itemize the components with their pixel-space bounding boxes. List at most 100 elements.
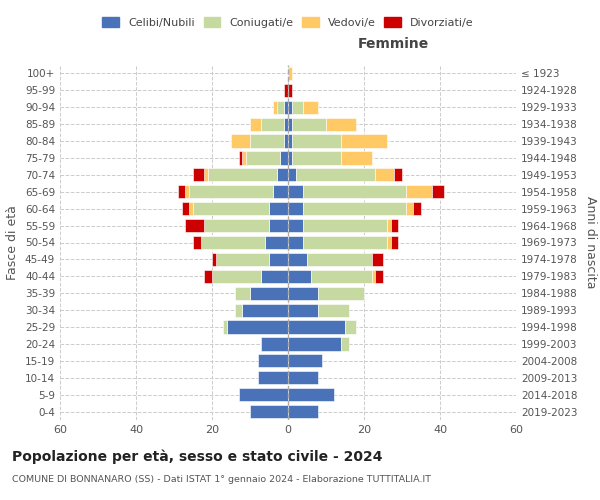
- Bar: [387, 219, 391, 232]
- Bar: [288, 219, 303, 232]
- Bar: [269, 219, 288, 232]
- Bar: [193, 202, 269, 215]
- Bar: [292, 118, 326, 131]
- Bar: [288, 134, 292, 147]
- Bar: [345, 320, 356, 334]
- Bar: [319, 304, 349, 316]
- Bar: [288, 202, 303, 215]
- Y-axis label: Fasce di età: Fasce di età: [7, 205, 19, 280]
- Bar: [413, 202, 421, 215]
- Bar: [246, 152, 280, 164]
- Bar: [205, 168, 208, 181]
- Bar: [341, 134, 387, 147]
- Bar: [391, 236, 398, 249]
- Bar: [242, 304, 288, 316]
- Bar: [231, 134, 250, 147]
- Bar: [277, 168, 288, 181]
- Bar: [227, 320, 288, 334]
- Bar: [433, 185, 444, 198]
- Bar: [288, 67, 292, 80]
- Bar: [273, 185, 288, 198]
- Bar: [185, 219, 205, 232]
- Bar: [284, 100, 288, 114]
- Bar: [288, 253, 307, 266]
- Bar: [212, 253, 216, 266]
- Bar: [288, 118, 292, 131]
- Bar: [387, 236, 391, 249]
- Bar: [269, 202, 288, 215]
- Bar: [262, 338, 288, 350]
- Bar: [205, 270, 212, 283]
- Bar: [292, 152, 341, 164]
- Bar: [303, 100, 319, 114]
- Bar: [391, 219, 398, 232]
- Bar: [406, 202, 413, 215]
- Bar: [250, 286, 288, 300]
- Bar: [284, 134, 288, 147]
- Bar: [288, 152, 292, 164]
- Bar: [265, 236, 288, 249]
- Bar: [288, 338, 341, 350]
- Legend: Celibi/Nubili, Coniugati/e, Vedovi/e, Divorziati/e: Celibi/Nubili, Coniugati/e, Vedovi/e, Di…: [99, 14, 477, 31]
- Bar: [250, 405, 288, 418]
- Bar: [205, 219, 269, 232]
- Bar: [235, 304, 242, 316]
- Bar: [292, 100, 303, 114]
- Bar: [288, 100, 292, 114]
- Y-axis label: Anni di nascita: Anni di nascita: [584, 196, 597, 289]
- Bar: [303, 236, 387, 249]
- Bar: [288, 84, 292, 97]
- Bar: [242, 152, 246, 164]
- Bar: [280, 152, 288, 164]
- Bar: [296, 168, 376, 181]
- Bar: [394, 168, 402, 181]
- Bar: [341, 152, 371, 164]
- Bar: [303, 219, 387, 232]
- Text: Femmine: Femmine: [357, 37, 428, 51]
- Bar: [185, 185, 189, 198]
- Bar: [235, 286, 250, 300]
- Bar: [239, 152, 242, 164]
- Bar: [284, 118, 288, 131]
- Bar: [212, 270, 262, 283]
- Bar: [284, 84, 288, 97]
- Bar: [311, 270, 371, 283]
- Bar: [269, 253, 288, 266]
- Bar: [288, 405, 319, 418]
- Bar: [178, 185, 185, 198]
- Bar: [189, 202, 193, 215]
- Bar: [223, 320, 227, 334]
- Bar: [193, 236, 200, 249]
- Bar: [208, 168, 277, 181]
- Bar: [307, 253, 371, 266]
- Bar: [262, 270, 288, 283]
- Bar: [371, 253, 383, 266]
- Bar: [250, 118, 262, 131]
- Bar: [200, 236, 265, 249]
- Bar: [189, 185, 273, 198]
- Bar: [406, 185, 433, 198]
- Bar: [376, 270, 383, 283]
- Bar: [257, 371, 288, 384]
- Bar: [182, 202, 189, 215]
- Bar: [341, 338, 349, 350]
- Bar: [376, 168, 394, 181]
- Bar: [288, 286, 319, 300]
- Bar: [216, 253, 269, 266]
- Bar: [288, 371, 319, 384]
- Bar: [303, 185, 406, 198]
- Bar: [239, 388, 288, 401]
- Bar: [303, 202, 406, 215]
- Bar: [371, 270, 376, 283]
- Bar: [193, 168, 205, 181]
- Bar: [288, 388, 334, 401]
- Bar: [273, 100, 277, 114]
- Bar: [319, 286, 364, 300]
- Text: COMUNE DI BONNANARO (SS) - Dati ISTAT 1° gennaio 2024 - Elaborazione TUTTITALIA.: COMUNE DI BONNANARO (SS) - Dati ISTAT 1°…: [12, 475, 431, 484]
- Bar: [326, 118, 356, 131]
- Text: Popolazione per età, sesso e stato civile - 2024: Popolazione per età, sesso e stato civil…: [12, 450, 383, 464]
- Bar: [288, 270, 311, 283]
- Bar: [277, 100, 284, 114]
- Bar: [288, 304, 319, 316]
- Bar: [288, 320, 345, 334]
